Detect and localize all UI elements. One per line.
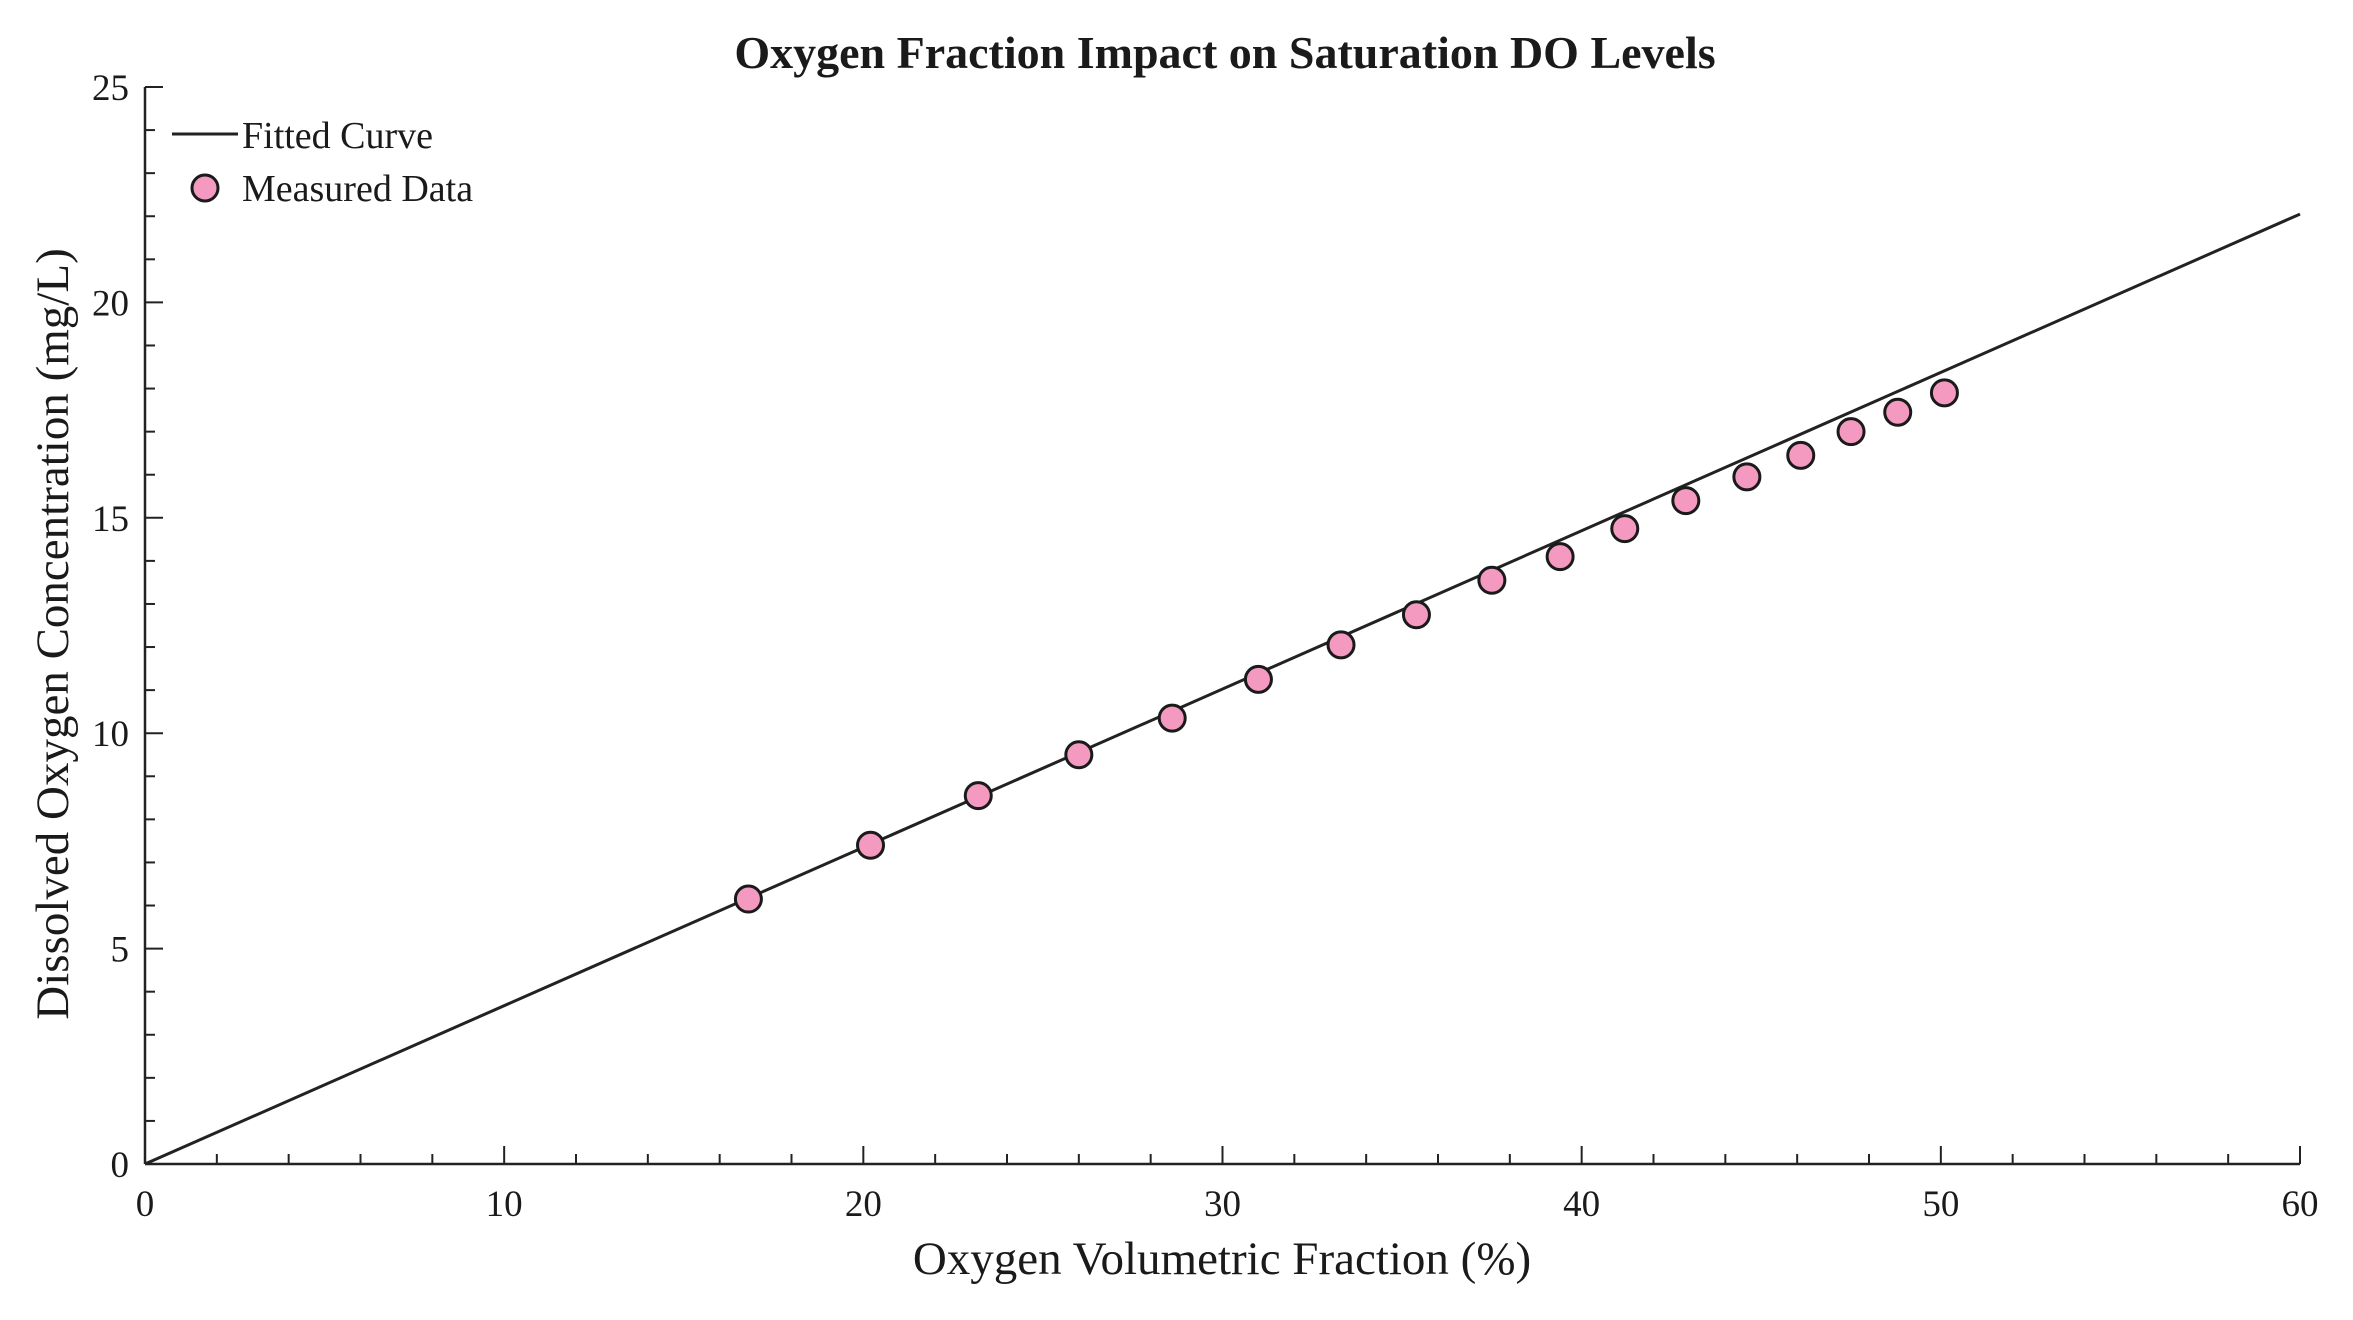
x-axis-ticks: 0 10 20 30 40 50 60 (136, 1146, 2319, 1225)
y-tick-label: 15 (92, 499, 129, 540)
x-tick-label: 40 (1563, 1184, 1600, 1225)
measured-data-point (733, 884, 763, 914)
measured-data-point (1929, 378, 1959, 408)
measured-data-point (1883, 397, 1913, 427)
measured-data-point (1610, 514, 1640, 544)
y-axis-label: Dissolved Oxygen Concentration (mg/L) (27, 248, 79, 1019)
measured-data-point (1401, 600, 1431, 630)
x-tick-label: 60 (2282, 1184, 2319, 1225)
measured-data-point (1786, 440, 1816, 470)
measured-data-point (1545, 542, 1575, 572)
x-tick-label: 20 (845, 1184, 882, 1225)
measured-data-point (1064, 740, 1094, 770)
x-tick-label: 50 (1922, 1184, 1959, 1225)
measured-data-point (1732, 462, 1762, 492)
x-axis-label: Oxygen Volumetric Fraction (%) (913, 1233, 1531, 1285)
y-tick-label: 10 (92, 714, 129, 755)
measured-data-point (1477, 565, 1507, 595)
chart-title: Oxygen Fraction Impact on Saturation DO … (734, 27, 1715, 78)
series-layer (144, 212, 2301, 1166)
measured-data-point (1671, 486, 1701, 516)
x-tick-label: 10 (486, 1184, 523, 1225)
measured-data-point (963, 781, 993, 811)
y-axis-ticks: 0 5 10 15 20 25 (92, 68, 163, 1186)
y-tick-label: 25 (92, 68, 129, 109)
legend-swatch-measured-data (190, 173, 220, 203)
legend-label-measured-data: Measured Data (242, 168, 473, 210)
measured-data-point (1157, 703, 1187, 733)
measured-data-point (856, 830, 886, 860)
measured-data-point (1243, 664, 1273, 694)
legend: Fitted Curve Measured Data (172, 115, 473, 210)
x-tick-label: 0 (136, 1184, 155, 1225)
y-tick-label: 20 (92, 283, 129, 324)
plot-axes (143, 87, 2300, 1166)
x-tick-label: 30 (1204, 1184, 1241, 1225)
measured-data-point (1836, 417, 1866, 447)
measured-data-point (1326, 630, 1356, 660)
y-tick-label: 0 (111, 1145, 130, 1186)
legend-label-fitted-curve: Fitted Curve (242, 115, 433, 157)
fitted-curve-line (144, 212, 2301, 1166)
y-tick-label: 5 (111, 930, 130, 971)
